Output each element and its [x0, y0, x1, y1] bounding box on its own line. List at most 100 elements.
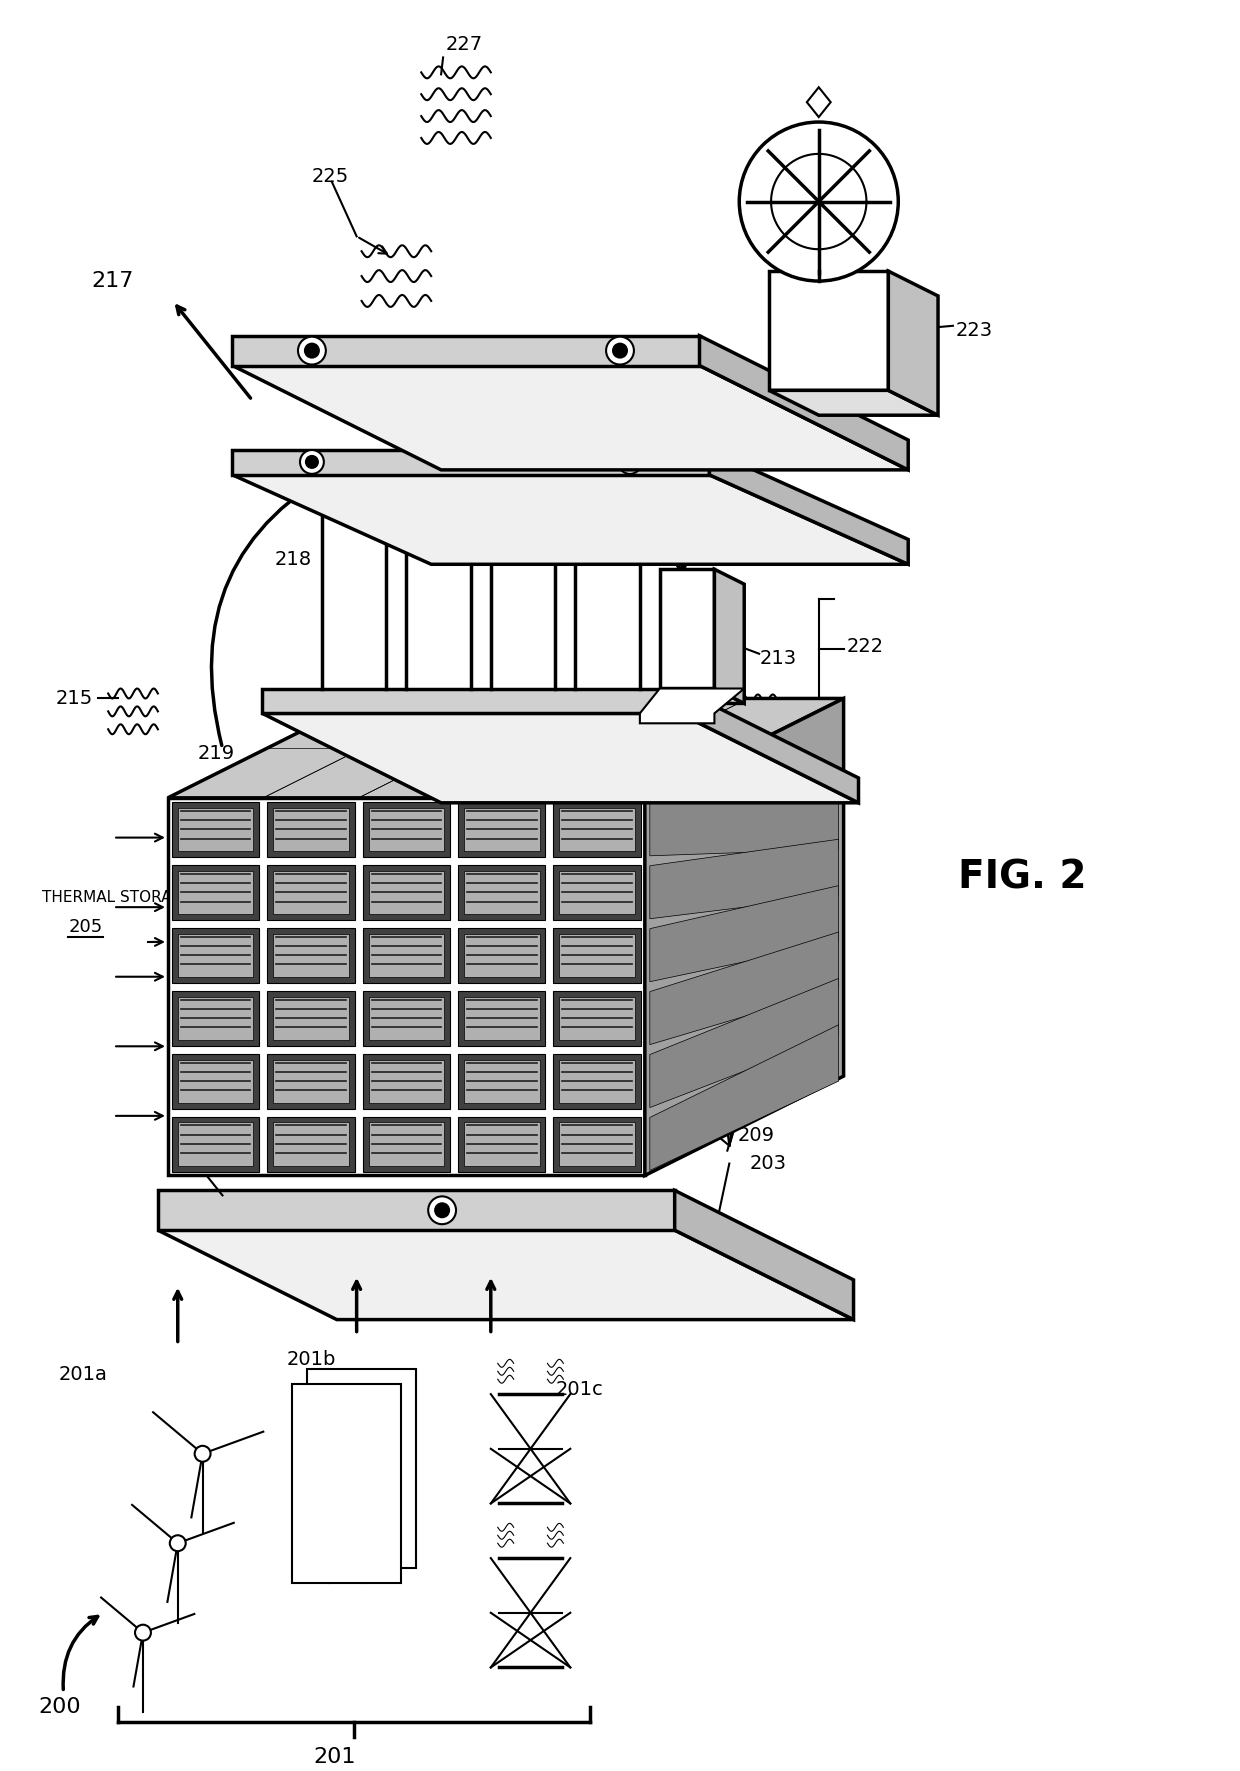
Polygon shape — [167, 698, 843, 799]
Polygon shape — [232, 336, 699, 365]
Bar — [172, 802, 259, 857]
Bar — [267, 864, 355, 919]
Bar — [267, 1116, 355, 1171]
Bar — [559, 871, 635, 914]
Circle shape — [298, 336, 326, 365]
Polygon shape — [167, 799, 645, 1176]
Polygon shape — [650, 1025, 838, 1171]
Circle shape — [613, 344, 627, 358]
Circle shape — [305, 344, 319, 358]
Bar — [177, 808, 253, 850]
Polygon shape — [232, 475, 908, 565]
Bar — [273, 1059, 348, 1103]
Circle shape — [306, 455, 317, 468]
Text: 219: 219 — [197, 744, 234, 763]
Bar — [458, 802, 546, 857]
Text: 201a: 201a — [58, 1365, 108, 1383]
Bar — [464, 1059, 539, 1103]
Text: 222: 222 — [847, 638, 884, 657]
Bar — [368, 808, 444, 850]
Bar — [553, 802, 641, 857]
Polygon shape — [262, 714, 858, 802]
Polygon shape — [660, 689, 744, 703]
Polygon shape — [888, 271, 937, 414]
Text: 223: 223 — [956, 321, 993, 340]
Text: 201c: 201c — [556, 1380, 603, 1399]
Circle shape — [170, 1535, 186, 1551]
Bar — [368, 997, 444, 1040]
Bar — [368, 933, 444, 978]
Bar — [458, 1116, 546, 1171]
Polygon shape — [680, 689, 858, 802]
Bar — [172, 928, 259, 983]
Bar — [273, 871, 348, 914]
Text: 207: 207 — [171, 1162, 208, 1179]
Polygon shape — [650, 932, 838, 1045]
Bar — [267, 990, 355, 1045]
Text: 218: 218 — [274, 549, 311, 568]
Bar — [267, 928, 355, 983]
Polygon shape — [308, 1369, 417, 1567]
Circle shape — [435, 1203, 449, 1217]
Bar — [172, 864, 259, 919]
Bar — [177, 871, 253, 914]
Bar — [464, 997, 539, 1040]
Bar — [553, 1054, 641, 1109]
Text: 213: 213 — [759, 650, 796, 668]
Bar — [559, 1123, 635, 1165]
Bar — [362, 928, 450, 983]
Polygon shape — [769, 271, 888, 390]
Bar — [177, 1123, 253, 1165]
Bar — [273, 1123, 348, 1165]
Bar — [177, 997, 253, 1040]
Bar — [458, 990, 546, 1045]
Text: THERMAL STORAGE: THERMAL STORAGE — [42, 889, 192, 905]
Text: 221: 221 — [759, 498, 796, 517]
Bar — [362, 990, 450, 1045]
Circle shape — [624, 455, 636, 468]
Bar — [172, 1116, 259, 1171]
Polygon shape — [232, 450, 709, 475]
Polygon shape — [709, 450, 908, 565]
Circle shape — [739, 122, 898, 282]
Polygon shape — [660, 568, 714, 689]
Text: 225: 225 — [312, 166, 350, 186]
Bar — [267, 1054, 355, 1109]
Text: 203: 203 — [749, 1155, 786, 1172]
Bar — [177, 1059, 253, 1103]
Circle shape — [300, 450, 324, 475]
Bar — [458, 928, 546, 983]
Bar — [553, 928, 641, 983]
Polygon shape — [675, 1190, 853, 1319]
Text: 200: 200 — [38, 1697, 82, 1718]
Polygon shape — [650, 793, 838, 855]
Polygon shape — [650, 839, 838, 919]
Bar — [368, 871, 444, 914]
Circle shape — [195, 1445, 211, 1461]
Bar — [464, 808, 539, 850]
Text: 227: 227 — [446, 35, 484, 55]
Polygon shape — [293, 1385, 402, 1583]
Bar — [553, 864, 641, 919]
Bar — [172, 1054, 259, 1109]
Polygon shape — [157, 1190, 675, 1231]
Circle shape — [135, 1624, 151, 1640]
Bar — [273, 933, 348, 978]
Polygon shape — [714, 568, 744, 703]
Bar — [464, 933, 539, 978]
Polygon shape — [699, 336, 908, 469]
Bar — [559, 808, 635, 850]
Bar — [464, 1123, 539, 1165]
Bar — [267, 802, 355, 857]
Bar — [559, 997, 635, 1040]
Bar — [553, 1116, 641, 1171]
Bar — [362, 802, 450, 857]
Text: 217: 217 — [92, 271, 134, 290]
Circle shape — [428, 1197, 456, 1224]
Circle shape — [618, 450, 642, 475]
Bar — [172, 990, 259, 1045]
Polygon shape — [640, 689, 744, 723]
Polygon shape — [769, 390, 937, 414]
Bar — [273, 808, 348, 850]
Polygon shape — [232, 365, 908, 469]
